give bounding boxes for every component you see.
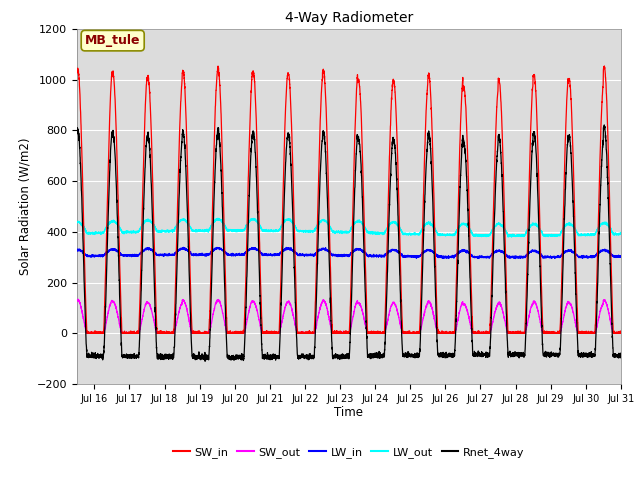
Text: MB_tule: MB_tule [85, 34, 140, 47]
Title: 4-Way Radiometer: 4-Way Radiometer [285, 11, 413, 25]
X-axis label: Time: Time [334, 407, 364, 420]
Legend: SW_in, SW_out, LW_in, LW_out, Rnet_4way: SW_in, SW_out, LW_in, LW_out, Rnet_4way [169, 443, 529, 463]
Y-axis label: Solar Radiation (W/m2): Solar Radiation (W/m2) [18, 138, 31, 275]
